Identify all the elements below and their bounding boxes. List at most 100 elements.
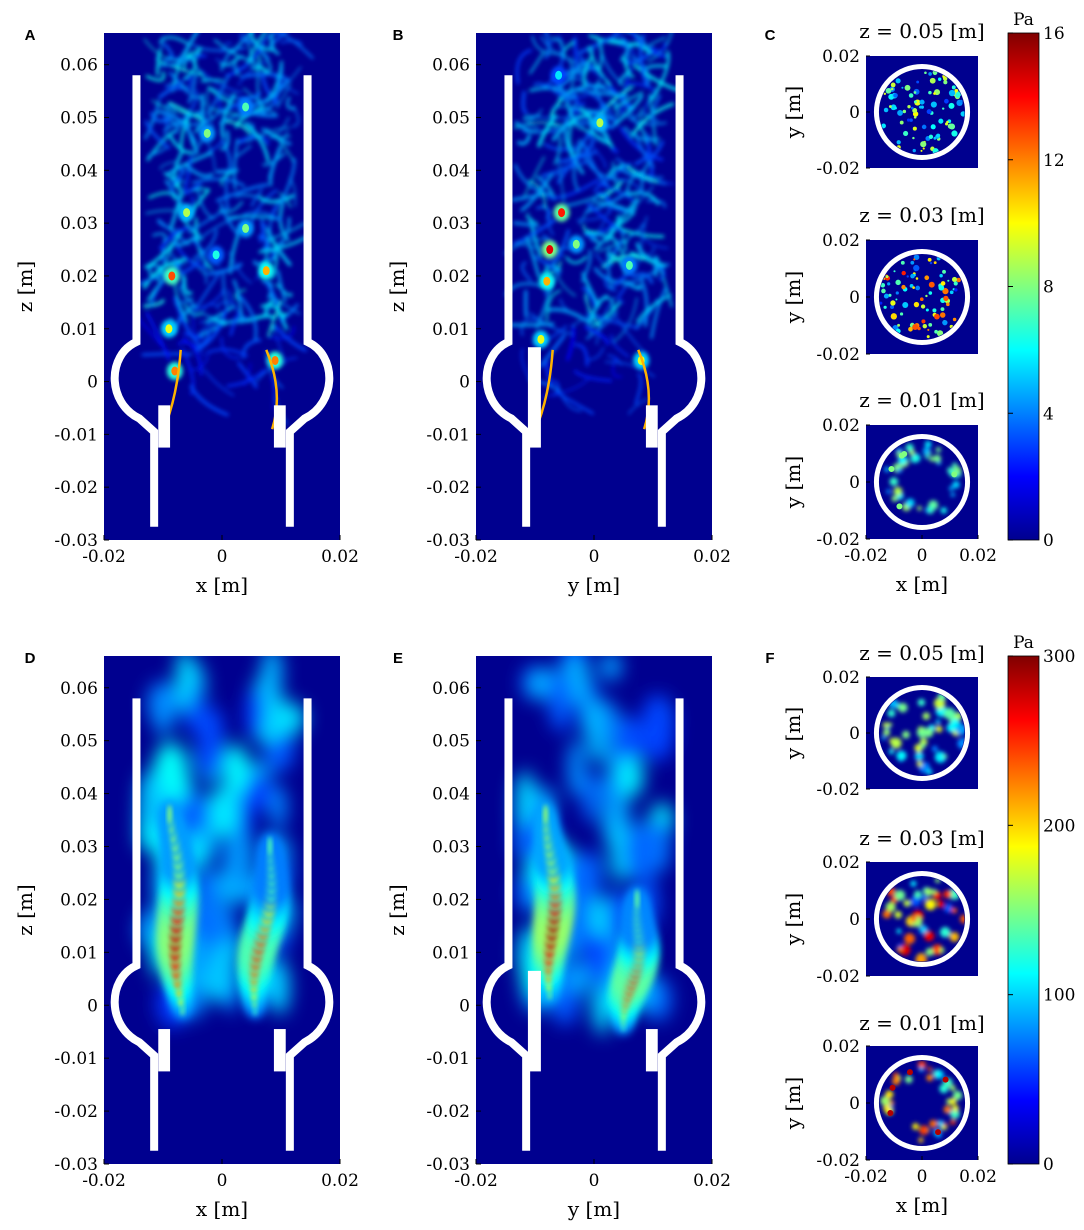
y-tick-label: 0.02 xyxy=(822,1037,860,1057)
wisp xyxy=(148,264,165,276)
wisp xyxy=(651,50,670,101)
slice-0: 0.02 0 -0.02 y [m] z = 0.05 [m] xyxy=(781,641,985,800)
ring-blob xyxy=(929,1119,938,1128)
left-injector-post xyxy=(527,347,541,448)
slice-background xyxy=(866,425,978,539)
hotspot xyxy=(165,324,173,334)
slice-blob xyxy=(902,730,910,739)
wisp xyxy=(583,55,593,87)
slice-speck xyxy=(948,102,955,109)
wisp xyxy=(610,94,644,129)
slice-speck xyxy=(940,307,945,312)
haze-blob xyxy=(581,931,612,980)
slice-speck xyxy=(883,305,887,309)
hotspot xyxy=(262,266,270,276)
slice-blob xyxy=(951,907,958,914)
ring-blob xyxy=(950,1109,960,1119)
slice-speck xyxy=(926,335,930,339)
colorbar-tick-label: 100 xyxy=(1043,986,1075,1006)
wisp xyxy=(258,194,295,204)
wisp xyxy=(200,93,206,128)
haze-blob xyxy=(582,771,599,823)
wisp xyxy=(215,168,238,174)
ring-hotspot xyxy=(906,1069,913,1076)
wisp xyxy=(168,71,190,95)
slice-speck xyxy=(888,105,892,108)
slice-speck xyxy=(881,288,886,294)
wisp xyxy=(650,286,668,339)
slice-speck xyxy=(919,297,924,302)
slice-axes: 0.02 0 -0.02 y [m] xyxy=(781,231,870,365)
wisp xyxy=(182,275,193,295)
slice-speck xyxy=(951,85,956,90)
wisp xyxy=(210,317,227,326)
slice-speck xyxy=(953,281,958,286)
wisp xyxy=(169,173,182,195)
wisp xyxy=(163,110,206,132)
slice-speck xyxy=(900,260,905,265)
slice-blob xyxy=(910,880,917,887)
wisp xyxy=(591,302,621,327)
wisp xyxy=(521,261,532,282)
haze-blob xyxy=(548,670,571,730)
x-tick-label: 0.02 xyxy=(693,547,731,567)
ring-blob xyxy=(949,1085,956,1091)
ring-hotspot xyxy=(935,1129,942,1136)
plume xyxy=(533,800,575,1004)
ring-blob xyxy=(880,1096,890,1106)
slice-speck xyxy=(885,87,892,94)
y-axis-label: z [m] xyxy=(385,261,409,312)
slice-speck xyxy=(912,148,916,153)
ring-blob xyxy=(949,1098,957,1105)
slice-speck xyxy=(954,88,959,93)
slice-speck xyxy=(924,71,927,75)
wisp xyxy=(618,70,630,86)
slice-speck xyxy=(888,293,892,297)
wisp xyxy=(585,289,591,337)
wisp xyxy=(260,303,285,320)
ring-hotspot xyxy=(888,466,895,473)
wisp xyxy=(246,37,254,67)
wisp xyxy=(585,310,619,340)
wisp xyxy=(546,253,565,262)
x-tick-label: -0.02 xyxy=(844,1167,888,1187)
slice-speck xyxy=(901,270,906,276)
slice-speck xyxy=(890,82,896,88)
wisp xyxy=(581,249,592,283)
wisp xyxy=(202,312,252,324)
x-tick-label: -0.02 xyxy=(82,1171,126,1191)
wisp xyxy=(583,231,619,244)
slice-speck xyxy=(881,123,886,129)
wisp xyxy=(278,33,314,60)
y-tick-label: -0.01 xyxy=(426,1049,470,1069)
y-tick-label: -0.01 xyxy=(426,425,470,445)
slice-ring xyxy=(880,1060,963,1143)
slice-title: z = 0.03 [m] xyxy=(859,826,984,850)
slice-blob xyxy=(896,946,903,953)
wisp xyxy=(243,122,270,163)
hotspot xyxy=(212,250,220,260)
wisp xyxy=(196,328,211,349)
hotspot xyxy=(558,208,566,218)
slice-speck xyxy=(928,72,932,76)
wisp xyxy=(259,223,267,243)
wisp xyxy=(266,127,291,139)
wisp xyxy=(191,138,204,157)
wisp xyxy=(582,101,618,122)
wisp xyxy=(276,216,291,247)
wisp xyxy=(144,229,183,269)
panel-D: 0.060.050.040.030.020.010-0.01-0.02-0.03… xyxy=(13,650,359,1221)
y-tick-label: 0.06 xyxy=(60,56,98,76)
plume xyxy=(610,885,658,1036)
wisp xyxy=(157,51,201,68)
axes-B: 0.060.050.040.030.020.010-0.01-0.02-0.03… xyxy=(385,56,731,597)
combustor-wall-ring xyxy=(873,684,971,782)
haze-blob xyxy=(245,687,264,740)
y-tick-label: 0 xyxy=(849,473,860,493)
wisp xyxy=(252,255,277,266)
wisp xyxy=(548,35,561,46)
slice-speck xyxy=(913,258,916,261)
slice-speck xyxy=(930,124,936,130)
wisp xyxy=(231,33,253,54)
haze-blob xyxy=(623,821,659,882)
